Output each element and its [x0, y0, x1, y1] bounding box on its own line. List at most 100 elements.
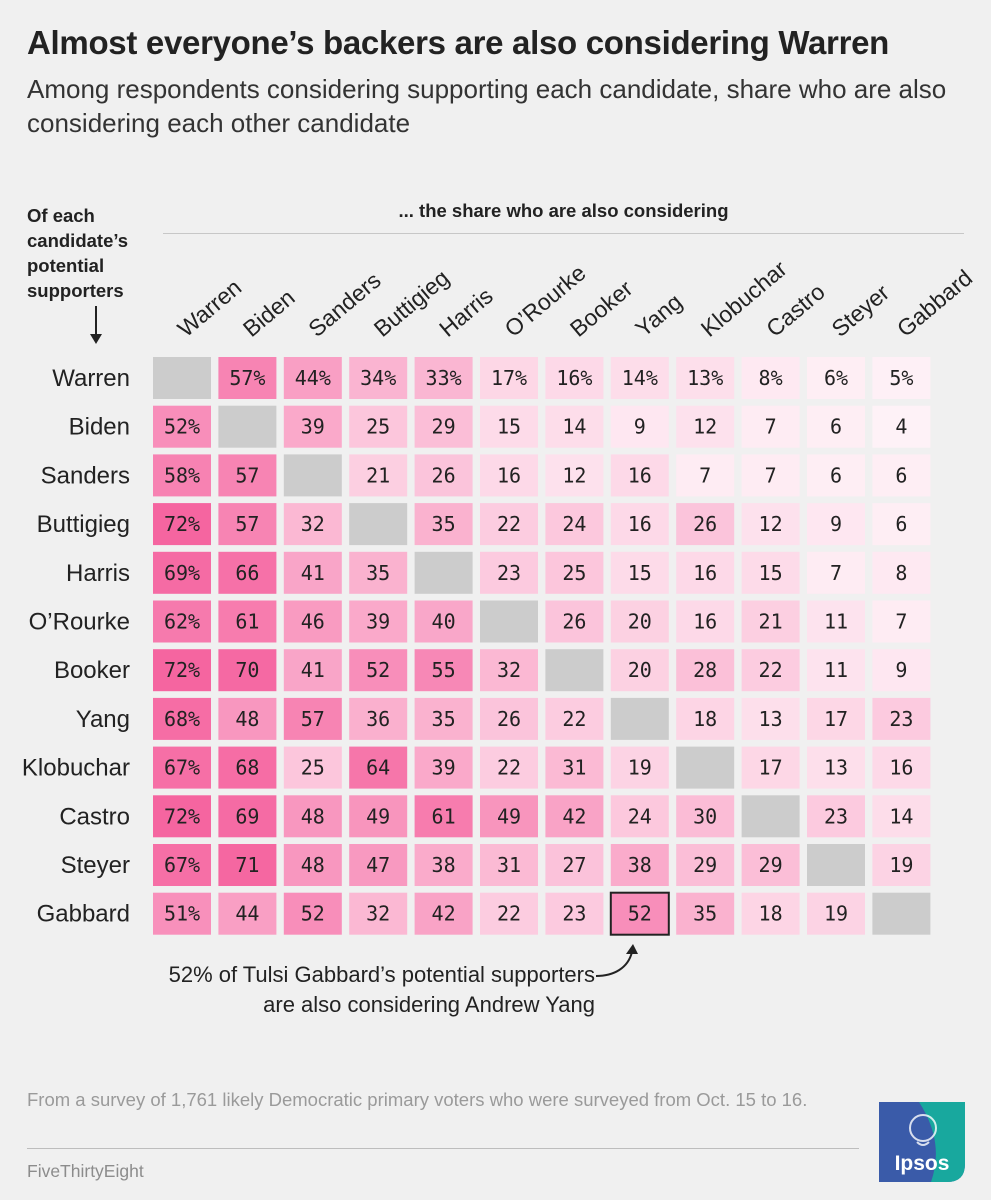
cell-value-label: 34% [360, 366, 396, 390]
row-label: Biden [69, 414, 130, 441]
heatmap-cell [218, 454, 277, 497]
diagonal-cell [610, 697, 669, 740]
heatmap-cell [218, 503, 277, 546]
heatmap-cell [153, 795, 211, 838]
cell-value-label: 20 [628, 610, 652, 634]
heatmap-cell [349, 357, 408, 399]
heatmap-cell [676, 697, 735, 740]
heatmap-cell [807, 746, 865, 789]
cell-value-label: 22 [497, 902, 521, 926]
heatmap-cell [807, 795, 865, 838]
cell-value-label: 11 [824, 658, 848, 682]
heatmap-cell [218, 844, 277, 886]
heatmap-cell [349, 454, 408, 497]
column-label: Biden [238, 284, 300, 342]
heatmap-cell [610, 357, 669, 399]
cell-value-label: 25 [366, 415, 390, 439]
heatmap-cell [807, 551, 865, 594]
cell-value-label: 30 [693, 804, 717, 828]
cell-value-label: 18 [759, 902, 783, 926]
heatmap-cell [676, 357, 735, 399]
cell-value-label: 48 [235, 707, 259, 731]
cell-value-label: 15 [759, 561, 783, 585]
heatmap-cell [741, 454, 800, 497]
row-header-line-2: candidate’s [27, 230, 129, 251]
cell-value-label: 38 [432, 853, 456, 877]
cell-value-label: 64 [366, 756, 390, 780]
column-label: Sanders [303, 267, 385, 342]
diagonal-cell [218, 405, 277, 448]
heatmap-cell [676, 551, 735, 594]
heatmap-cell [545, 405, 604, 448]
heatmap-cell [218, 551, 277, 594]
heatmap-cell [807, 600, 865, 643]
cell-value-label: 29 [432, 415, 456, 439]
heatmap-cell [610, 746, 669, 789]
cell-value-label: 49 [497, 804, 521, 828]
heatmap-cell [872, 795, 931, 838]
heatmap-cell [414, 892, 473, 935]
heatmap-cell [545, 454, 604, 497]
heatmap-cell [872, 551, 931, 594]
heatmap-cell [741, 649, 800, 692]
cell-value-label: 49 [366, 804, 390, 828]
heatmap-cell [872, 697, 931, 740]
logo-text: Ipsos [894, 1152, 950, 1175]
cell-value-label: 69 [235, 804, 259, 828]
heatmap-cell [349, 405, 408, 448]
heatmap-cell [610, 454, 669, 497]
cell-value-label: 52 [628, 902, 652, 926]
heatmap-cell [283, 795, 342, 838]
cell-value-label: 25 [562, 561, 586, 585]
cell-value-label: 15 [497, 415, 521, 439]
heatmap-cell [807, 405, 865, 448]
cell-value-label: 32 [497, 658, 521, 682]
cell-value-label: 4 [895, 415, 907, 439]
heatmap-cell [414, 746, 473, 789]
cell-value-label: 57% [229, 366, 265, 390]
cell-value-label: 21 [759, 610, 783, 634]
heatmap-cell [283, 357, 342, 399]
cell-value-label: 12 [562, 463, 586, 487]
row-header-line-4: supporters [27, 280, 124, 301]
heatmap-cell [480, 892, 538, 935]
cell-value-label: 7 [895, 610, 907, 634]
highlight-annotation: 52% of Tulsi Gabbard’s potential support… [60, 960, 595, 1020]
cell-value-label: 22 [497, 756, 521, 780]
heatmap-cell [741, 551, 800, 594]
cell-value-label: 6% [824, 366, 848, 390]
chart-subtitle: Among respondents considering supporting… [27, 74, 947, 138]
cell-value-label: 6 [830, 415, 842, 439]
cell-value-label: 66 [235, 561, 259, 585]
footer-divider [27, 1148, 859, 1149]
heatmap-cell [349, 649, 408, 692]
cell-value-label: 46 [301, 610, 325, 634]
heatmap-cell [610, 795, 669, 838]
heatmap-cell [741, 600, 800, 643]
heatmap-cell [807, 454, 865, 497]
cell-value-label: 32 [301, 512, 325, 536]
heatmap-cell [610, 600, 669, 643]
cell-value-label: 44 [235, 902, 259, 926]
cell-value-label: 16 [693, 561, 717, 585]
cell-value-label: 16 [628, 463, 652, 487]
heatmap-cell [872, 746, 931, 789]
cell-value-label: 8% [759, 366, 783, 390]
cell-value-label: 27 [562, 853, 586, 877]
diagonal-cell [349, 503, 408, 546]
heatmap-cell [414, 795, 473, 838]
heatmap-cell [545, 746, 604, 789]
ipsos-logo-icon [879, 1102, 965, 1182]
heatmap-cell [545, 600, 604, 643]
heatmap-cell [741, 746, 800, 789]
cell-value-label: 42 [432, 902, 456, 926]
cell-value-label: 35 [693, 902, 717, 926]
heatmap-cell [153, 551, 211, 594]
cell-value-label: 41 [301, 658, 325, 682]
cell-value-label: 17 [824, 707, 848, 731]
down-arrow-icon [90, 306, 102, 344]
cell-value-label: 19 [824, 902, 848, 926]
cell-value-label: 57 [301, 707, 325, 731]
heatmap-cell [153, 746, 211, 789]
row-label: Steyer [61, 852, 130, 879]
